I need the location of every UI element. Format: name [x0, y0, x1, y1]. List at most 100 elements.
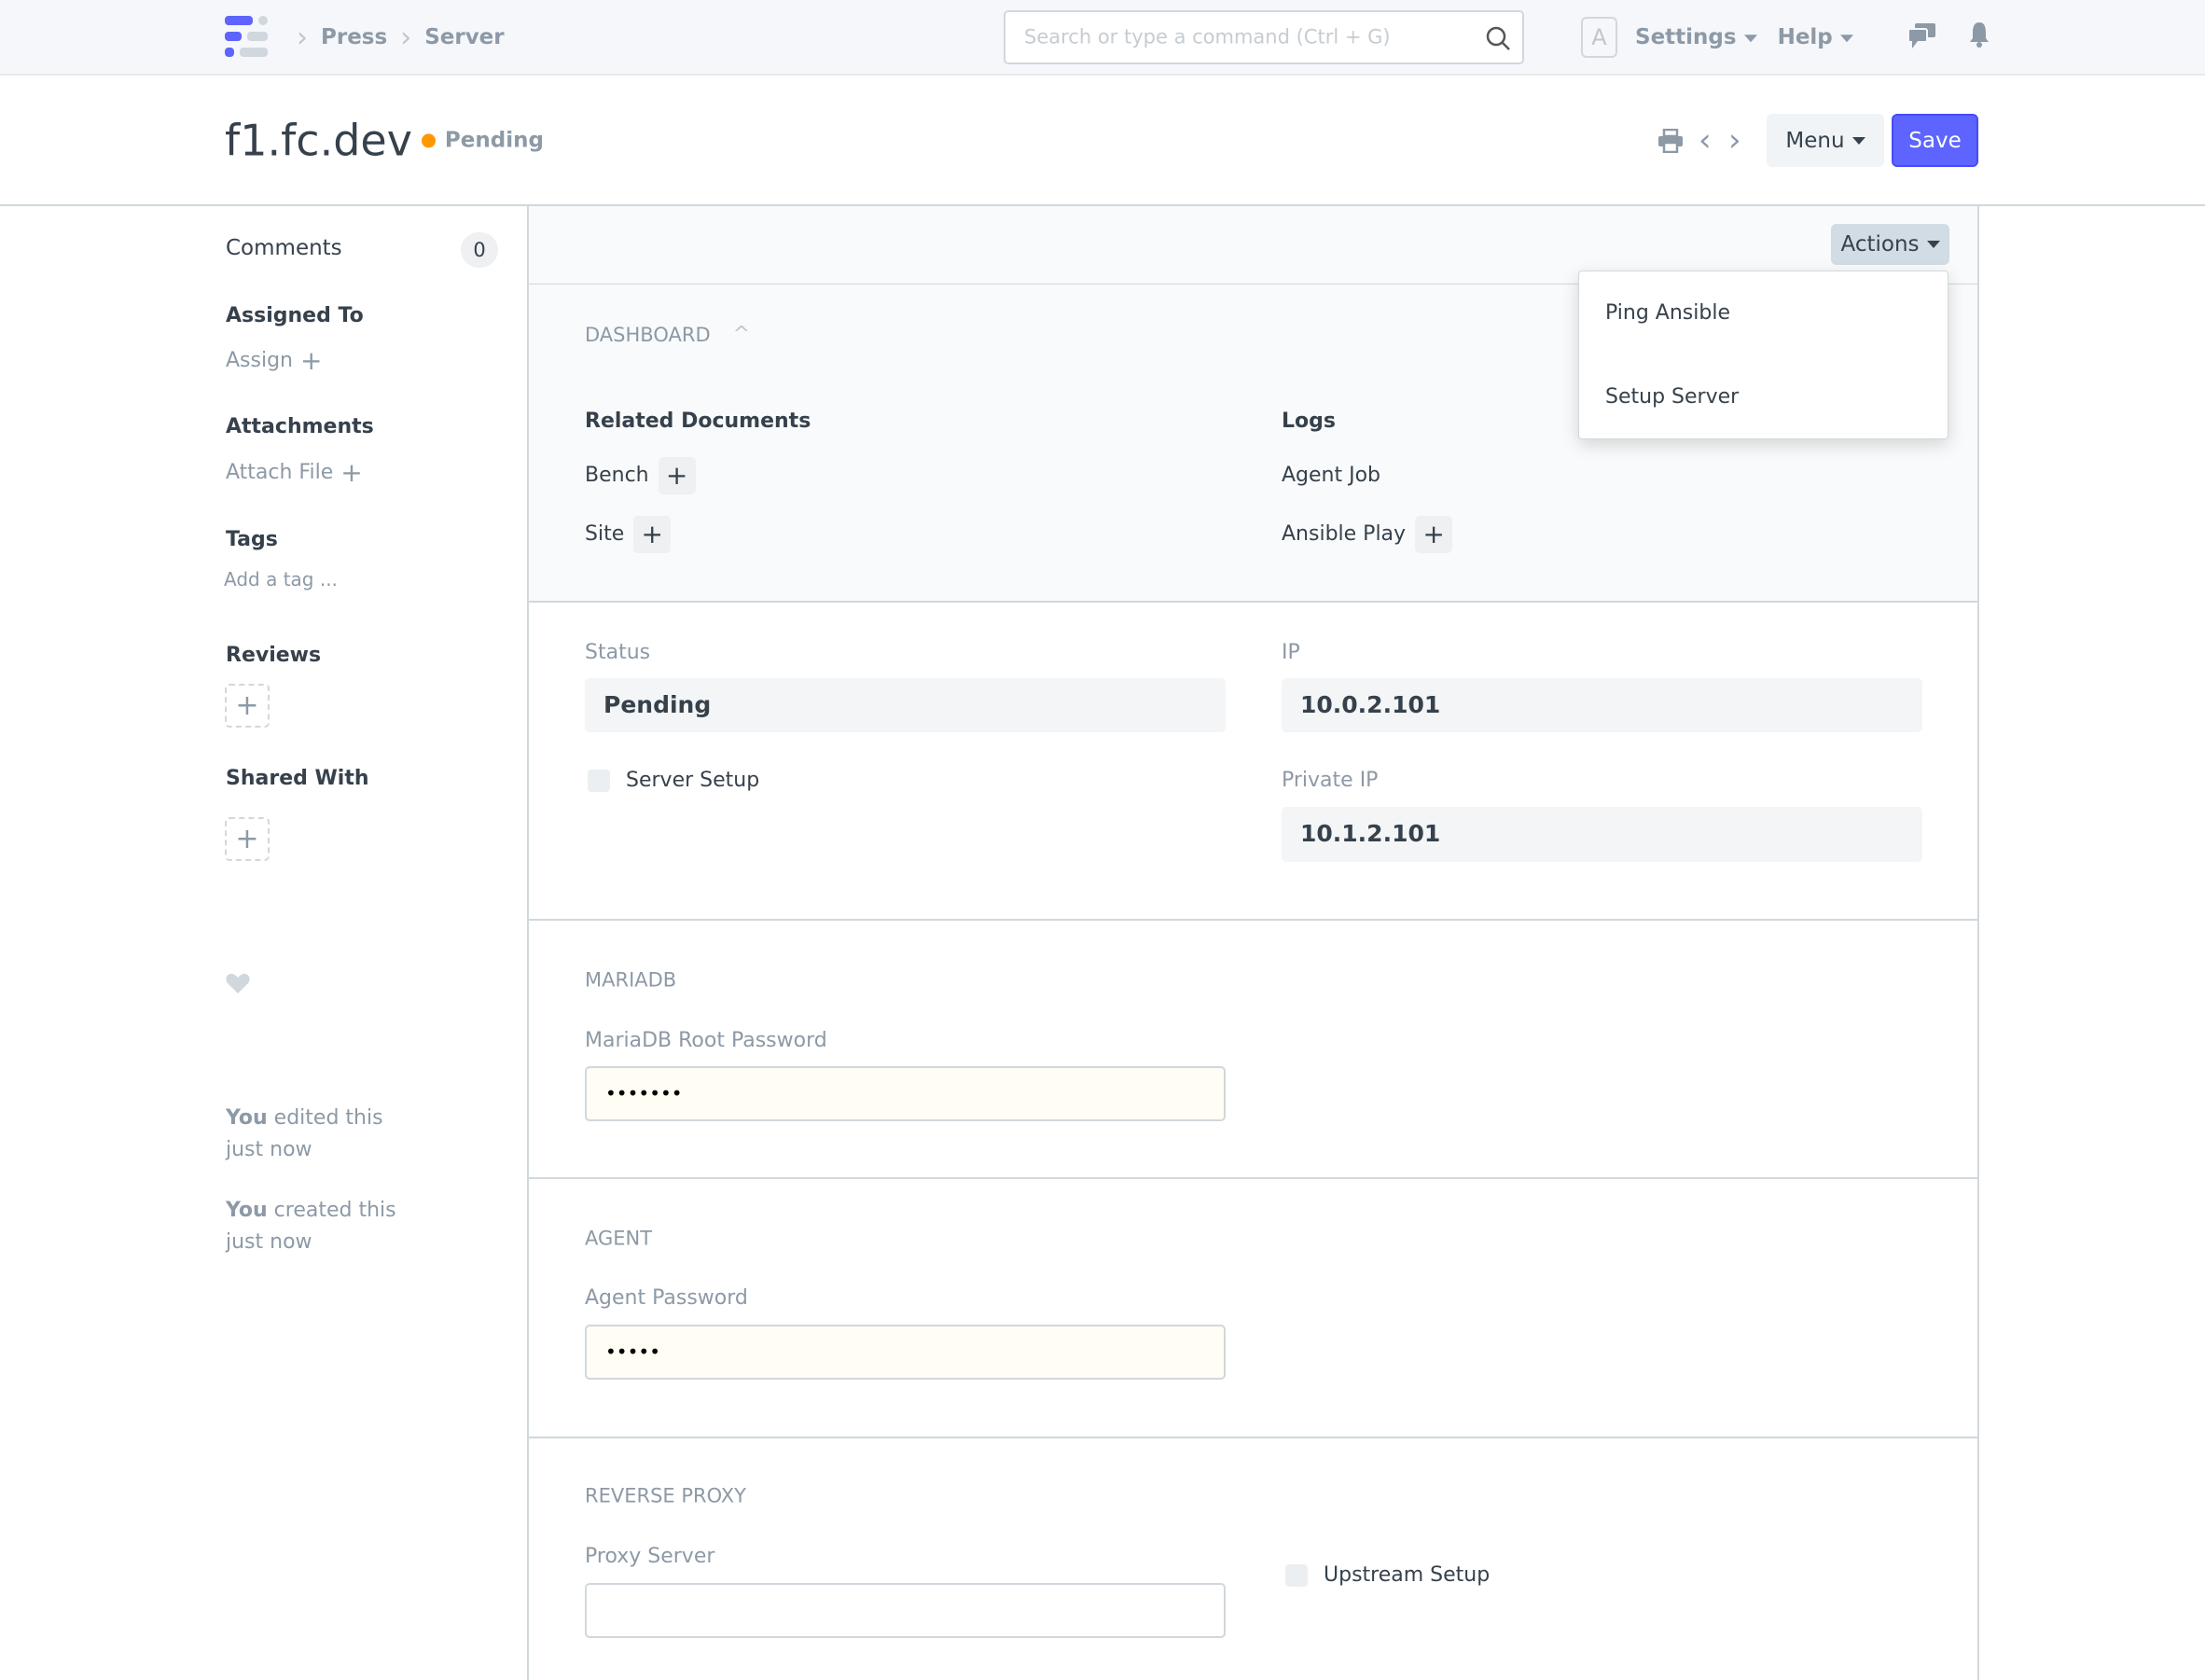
- bell-icon[interactable]: [1968, 21, 1990, 49]
- menu-item-setup-server[interactable]: Setup Server: [1579, 355, 1948, 439]
- save-button[interactable]: Save: [1892, 114, 1978, 167]
- add-tag-input[interactable]: Add a tag ...: [224, 568, 338, 590]
- details-section: Status Pending IP 10.0.2.101 Server Setu…: [527, 602, 1979, 921]
- logs-heading: Logs: [1282, 409, 1336, 433]
- header-divider: [0, 204, 2205, 206]
- breadcrumb-press[interactable]: Press: [321, 25, 388, 50]
- plus-icon: +: [235, 823, 259, 855]
- agent-password-input[interactable]: •••••: [585, 1325, 1226, 1380]
- activity-time: just now: [226, 1230, 312, 1254]
- search-icon[interactable]: [1485, 25, 1511, 51]
- settings-dropdown[interactable]: Settings: [1635, 25, 1757, 51]
- activity-time: just now: [226, 1138, 312, 1161]
- upstream-setup-checkbox[interactable]: [1285, 1564, 1308, 1587]
- reviews-heading: Reviews: [226, 643, 322, 667]
- ip-label: IP: [1282, 640, 1300, 664]
- dashboard-heading-row[interactable]: DASHBOARD ^: [585, 323, 750, 347]
- chevron-down-icon: [1839, 34, 1853, 42]
- reverse-proxy-heading[interactable]: REVERSE PROXY: [585, 1484, 747, 1507]
- menu-item-label: Setup Server: [1605, 384, 1740, 409]
- agent-password-label: Agent Password: [585, 1285, 748, 1310]
- next-record-icon[interactable]: ›: [1728, 121, 1741, 160]
- server-setup-label[interactable]: Server Setup: [626, 768, 760, 792]
- attach-file-label: Attach File: [226, 460, 334, 484]
- title-row: f1.fc.dev Pending: [225, 115, 544, 166]
- logs-link-agent-job[interactable]: Agent Job: [1282, 463, 1381, 487]
- plus-icon: +: [300, 345, 323, 377]
- help-label: Help: [1777, 25, 1833, 50]
- proxy-server-input[interactable]: [585, 1583, 1226, 1638]
- breadcrumb-separator-icon: ›: [297, 21, 308, 54]
- plus-icon: +: [235, 689, 259, 722]
- comments-label[interactable]: Comments: [226, 236, 342, 261]
- breadcrumb-separator-icon: ›: [400, 21, 412, 54]
- plus-icon: +: [340, 457, 363, 489]
- private-ip-value: 10.1.2.101: [1300, 820, 1441, 847]
- private-ip-label: Private IP: [1282, 768, 1379, 792]
- comments-count-badge: 0: [461, 232, 498, 268]
- related-link-bench[interactable]: Bench: [585, 463, 649, 487]
- menu-item-ping-ansible[interactable]: Ping Ansible: [1579, 271, 1948, 355]
- activity-item: You edited this just now: [226, 1103, 506, 1166]
- assigned-to-heading: Assigned To: [226, 303, 364, 327]
- mariadb-password-value: •••••••: [605, 1082, 683, 1104]
- mariadb-password-label: MariaDB Root Password: [585, 1028, 827, 1052]
- chat-icon[interactable]: [1907, 22, 1937, 50]
- menu-item-label: Ping Ansible: [1605, 300, 1730, 325]
- mariadb-section: MARIADB MariaDB Root Password •••••••: [527, 920, 1979, 1179]
- collapse-chevron-icon[interactable]: ^: [732, 322, 751, 346]
- logs-link-ansible-play[interactable]: Ansible Play: [1282, 521, 1407, 546]
- chevron-down-icon: [1743, 34, 1757, 42]
- breadcrumb-server[interactable]: Server: [424, 25, 505, 50]
- upstream-setup-label[interactable]: Upstream Setup: [1324, 1562, 1491, 1587]
- proxy-server-label: Proxy Server: [585, 1544, 715, 1568]
- dashboard-heading: DASHBOARD: [585, 323, 711, 346]
- add-share-button[interactable]: +: [225, 817, 270, 861]
- chevron-down-icon: [1851, 136, 1865, 145]
- actions-label: Actions: [1840, 232, 1920, 257]
- search-input[interactable]: Search or type a command (Ctrl + G): [1004, 10, 1524, 64]
- add-bench-button[interactable]: +: [658, 457, 696, 494]
- like-heart-icon[interactable]: [226, 973, 250, 994]
- search-placeholder: Search or type a command (Ctrl + G): [1024, 25, 1391, 49]
- activity-user: You: [226, 1106, 268, 1130]
- settings-label: Settings: [1635, 25, 1737, 50]
- assign-button[interactable]: Assign +: [226, 345, 322, 377]
- add-review-button[interactable]: +: [225, 684, 270, 728]
- agent-heading[interactable]: AGENT: [585, 1227, 653, 1250]
- related-row-site: Site +: [585, 516, 672, 553]
- server-setup-checkbox[interactable]: [588, 770, 610, 792]
- avatar[interactable]: A: [1581, 17, 1617, 58]
- related-link-site[interactable]: Site: [585, 521, 625, 546]
- activity-user: You: [226, 1199, 268, 1222]
- related-row-bench: Bench +: [585, 457, 696, 494]
- agent-password-value: •••••: [605, 1340, 660, 1363]
- activity-item: You created this just now: [226, 1195, 506, 1258]
- private-ip-field: 10.1.2.101: [1282, 807, 1922, 862]
- activity-action: edited this: [267, 1106, 383, 1130]
- help-dropdown[interactable]: Help: [1778, 25, 1853, 51]
- previous-record-icon[interactable]: ‹: [1699, 121, 1712, 160]
- actions-button[interactable]: Actions: [1831, 224, 1949, 265]
- ip-field: 10.0.2.101: [1282, 678, 1922, 732]
- mariadb-password-input[interactable]: •••••••: [585, 1066, 1226, 1121]
- attachments-heading: Attachments: [226, 414, 374, 438]
- reverse-proxy-section: REVERSE PROXY Proxy Server Upstream Setu…: [527, 1437, 1979, 1680]
- status-dot: [421, 133, 436, 148]
- add-ansible-play-button[interactable]: +: [1415, 516, 1453, 553]
- activity-action: created this: [267, 1199, 396, 1222]
- status-field: Pending: [585, 678, 1226, 732]
- menu-button[interactable]: Menu: [1767, 114, 1884, 167]
- mariadb-heading[interactable]: MARIADB: [585, 968, 677, 992]
- menu-label: Menu: [1785, 128, 1845, 153]
- logs-row-ansible-play: Ansible Play +: [1282, 516, 1453, 553]
- status-value: Pending: [603, 691, 712, 718]
- attach-file-button[interactable]: Attach File +: [226, 457, 363, 489]
- shared-with-heading: Shared With: [226, 766, 369, 790]
- page-title: f1.fc.dev: [225, 115, 412, 166]
- status-label: Status: [585, 640, 651, 664]
- add-site-button[interactable]: +: [633, 516, 672, 553]
- print-icon[interactable]: [1657, 129, 1684, 153]
- tags-heading: Tags: [226, 527, 278, 551]
- app-logo-icon[interactable]: [225, 14, 271, 61]
